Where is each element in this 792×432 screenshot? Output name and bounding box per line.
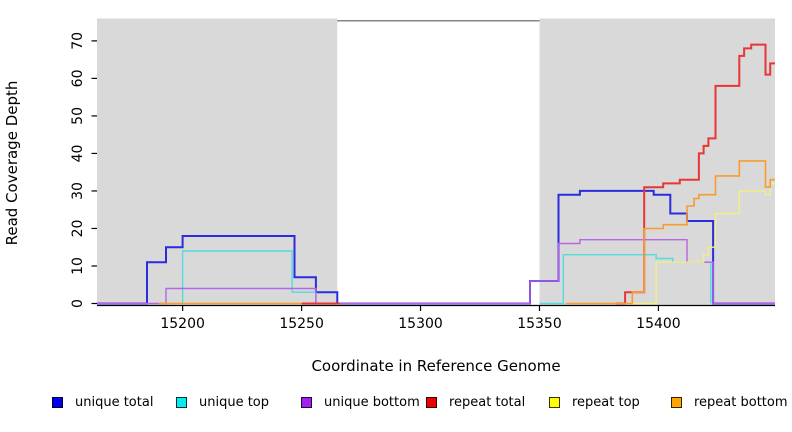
- y-tick-label: 40: [70, 145, 86, 163]
- y-tick-label: 50: [70, 107, 86, 125]
- legend-label-repeat-top: repeat top: [572, 394, 640, 410]
- x-tick-label: 15250: [279, 316, 324, 332]
- x-tick-label: 15200: [160, 316, 205, 332]
- legend-swatch-unique-total: [52, 396, 63, 408]
- legend-item-unique-bottom: unique bottom: [301, 392, 420, 412]
- legend-item-unique-total: unique total: [52, 392, 153, 412]
- y-tick-label: 10: [70, 257, 86, 275]
- chart-legend: unique total unique top unique bottom repea…: [0, 392, 792, 418]
- legend-swatch-repeat-bottom: [671, 396, 682, 408]
- series-repeat-top-segment-0: [625, 182, 775, 305]
- shaded-region-1: [539, 18, 775, 306]
- legend-label-unique-bottom: unique bottom: [324, 394, 420, 410]
- legend-label-repeat-bottom: repeat bottom: [694, 394, 788, 410]
- series-repeat-total-segment-1: [615, 43, 775, 305]
- x-tick-label: 15300: [398, 316, 443, 332]
- legend-label-unique-top: unique top: [199, 394, 270, 410]
- legend-label-unique-total: unique total: [75, 394, 154, 410]
- x-tick-label: 15350: [517, 316, 562, 332]
- y-axis-title: Read Coverage Depth: [3, 81, 21, 246]
- legend-item-unique-top: unique top: [176, 392, 269, 412]
- legend-item-repeat-bottom: repeat bottom: [671, 392, 788, 412]
- legend-swatch-unique-top: [176, 396, 187, 408]
- legend-swatch-unique-bottom: [301, 396, 312, 408]
- legend-item-repeat-top: repeat top: [549, 392, 640, 412]
- y-tick-label: 70: [70, 32, 86, 50]
- legend-swatch-repeat-total: [426, 396, 437, 408]
- y-tick-label: 0: [70, 299, 86, 308]
- y-tick-label: 20: [70, 220, 86, 238]
- y-tick-label: 60: [70, 69, 86, 87]
- series-repeat-bottom-segment-1: [565, 160, 775, 305]
- legend-swatch-repeat-top: [549, 396, 560, 408]
- x-tick-label: 15400: [636, 316, 681, 332]
- shaded-region-0: [97, 18, 338, 306]
- legend-label-repeat-total: repeat total: [449, 394, 526, 410]
- legend-item-repeat-total: repeat total: [426, 392, 525, 412]
- y-tick-label: 30: [70, 182, 86, 200]
- x-axis-title: Coordinate in Reference Genome: [311, 357, 560, 375]
